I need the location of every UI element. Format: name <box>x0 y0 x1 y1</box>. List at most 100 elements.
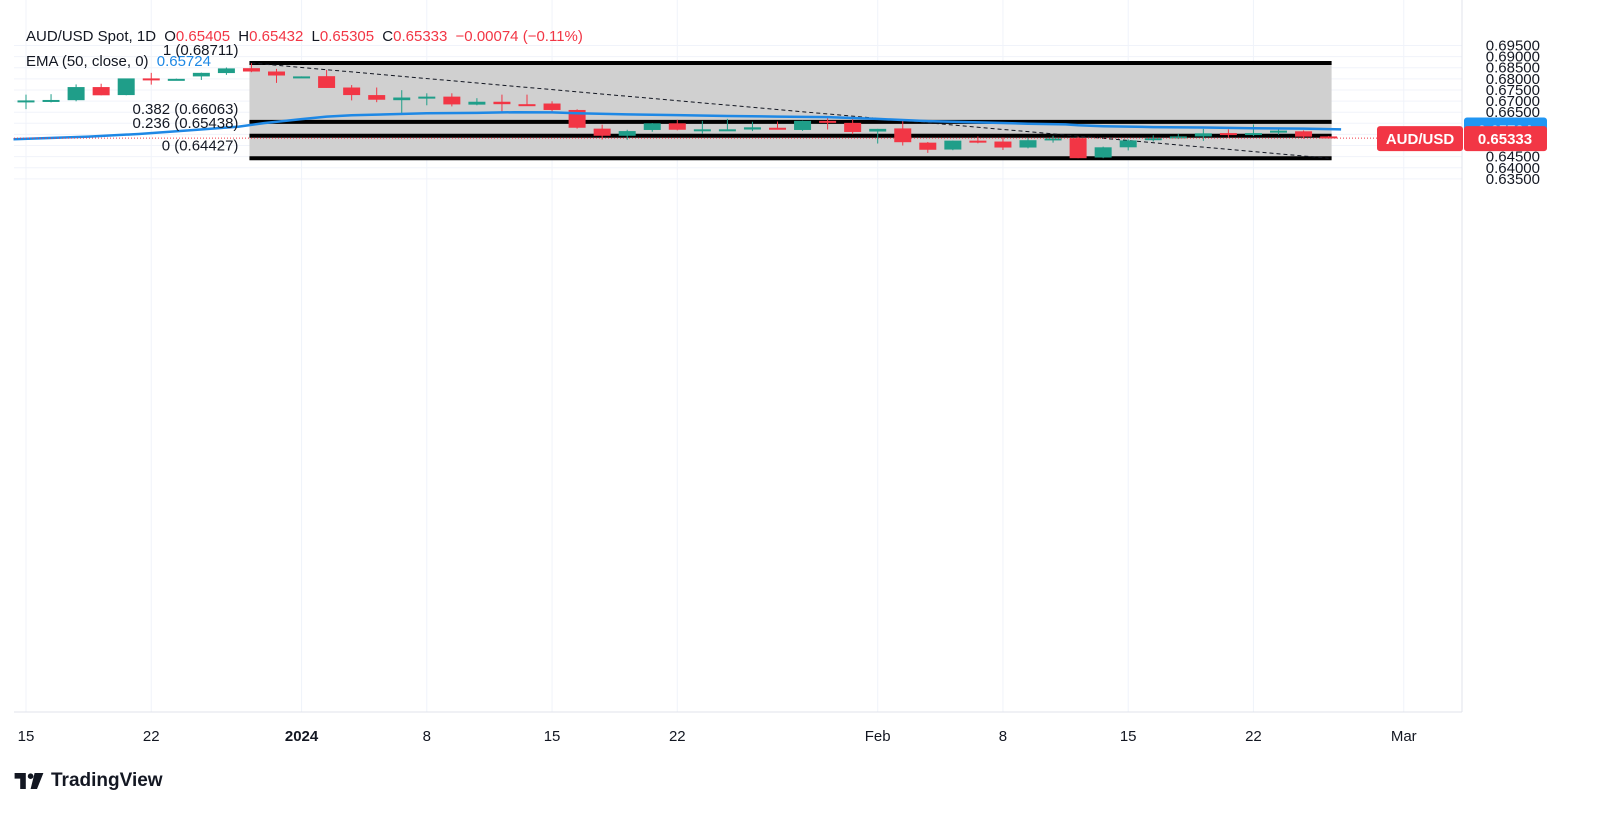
candle <box>743 121 761 132</box>
price-tick-label: 0.67500 <box>1486 82 1540 99</box>
last-price-label: 0.65333 <box>1478 131 1532 148</box>
candle-body <box>1244 133 1262 136</box>
candle-body <box>794 120 812 130</box>
candle-body <box>743 127 761 130</box>
candle <box>1019 137 1037 149</box>
candle <box>518 94 536 107</box>
candle <box>718 118 736 132</box>
fib-level-label: 0.236 (0.65438) <box>133 115 239 132</box>
candle <box>117 78 135 96</box>
tradingview-logo-icon <box>14 773 44 789</box>
candle-body <box>894 128 912 143</box>
candle-body <box>1119 140 1137 148</box>
candle-body <box>167 78 185 81</box>
trendline <box>251 62 1329 159</box>
price-tick-label: 0.64500 <box>1486 149 1540 166</box>
tradingview-logo-text: TradingView <box>51 770 163 791</box>
candle-body <box>92 87 110 96</box>
candle <box>769 121 786 130</box>
candle-body <box>643 123 661 130</box>
candle <box>242 63 260 73</box>
candle-body <box>869 128 887 132</box>
candle-body <box>468 101 486 105</box>
candle-body <box>42 99 60 102</box>
candle-body <box>142 78 160 81</box>
candle <box>1144 135 1162 142</box>
candle <box>844 118 862 135</box>
time-tick-label: 8 <box>423 728 431 745</box>
candle <box>42 94 60 103</box>
candle-body <box>819 120 837 123</box>
time-tick-label: 2024 <box>285 728 319 745</box>
candles <box>17 63 1338 159</box>
trendline-dashed <box>251 62 1329 159</box>
time-tick-label: 15 <box>544 728 561 745</box>
candle <box>167 78 185 81</box>
ohlc-legend: AUD/USD Spot, 1D O0.65405 H0.65432 L0.65… <box>26 28 587 45</box>
candle <box>192 72 210 80</box>
candle-body <box>769 127 786 130</box>
close-value: 0.65333 <box>393 28 448 45</box>
candle <box>919 141 937 153</box>
candle-body <box>418 96 436 99</box>
price-tick-label: 0.69500 <box>1486 38 1540 55</box>
close-label: C <box>382 28 394 45</box>
candle-body <box>1219 133 1237 136</box>
candle <box>17 94 35 110</box>
candle <box>1119 139 1137 151</box>
candle <box>643 123 661 132</box>
candle <box>92 83 110 96</box>
candle <box>1094 146 1112 159</box>
candle <box>543 101 561 112</box>
candle-body <box>1069 138 1087 159</box>
time-tick-label: Mar <box>1391 728 1417 745</box>
symbol-name-label: AUD/USD <box>1386 131 1455 148</box>
symbol-name-box <box>1377 126 1463 152</box>
candle-body <box>1295 131 1313 137</box>
fib-labels: 1 (0.68711) 0.382 (0.66063)0.236 (0.65438… <box>133 42 239 154</box>
open-label: O <box>164 28 176 45</box>
candle <box>1044 135 1062 143</box>
change-value: −0.00074 (−0.11%) <box>455 28 583 45</box>
time-tick-label: 22 <box>143 728 160 745</box>
high-label: H <box>238 28 250 45</box>
fib-level-label: 0 (0.64427) <box>162 137 239 154</box>
ema-line <box>13 110 1342 141</box>
candle <box>593 124 611 140</box>
candle-body <box>919 142 937 150</box>
ema-polyline <box>13 110 1342 141</box>
candle <box>217 67 235 75</box>
price-tick-label: 0.67000 <box>1486 93 1540 110</box>
candle <box>368 87 386 103</box>
candle <box>1244 124 1262 136</box>
ema-legend-label: EMA (50, close, 0) <box>26 53 149 70</box>
candle <box>268 68 285 83</box>
candle-body <box>1094 147 1112 158</box>
candle <box>668 119 686 131</box>
price-tick-label: 0.68000 <box>1486 71 1540 88</box>
candle <box>693 120 711 134</box>
candle-body <box>1270 130 1287 133</box>
candle-body <box>67 87 85 101</box>
candle <box>443 93 461 107</box>
candle-body <box>117 78 135 96</box>
candle-body <box>668 123 686 130</box>
candle <box>944 140 962 151</box>
fib-level-label: 0.382 (0.66063) <box>133 101 239 118</box>
time-tick-label: 15 <box>1120 728 1137 745</box>
candle-body <box>718 129 736 132</box>
time-tick-label: 22 <box>669 728 686 745</box>
time-tick-label: 15 <box>18 728 35 745</box>
candle <box>393 90 411 115</box>
candle-body <box>217 68 235 74</box>
candle <box>969 136 987 144</box>
low-label: L <box>311 28 320 45</box>
candle-body <box>393 97 411 101</box>
tradingview-logo[interactable]: TradingView <box>14 770 163 792</box>
candle <box>1219 129 1237 138</box>
candle <box>1194 128 1212 141</box>
candle-body <box>192 72 210 77</box>
candle <box>819 117 837 130</box>
candle-body <box>1169 136 1187 139</box>
